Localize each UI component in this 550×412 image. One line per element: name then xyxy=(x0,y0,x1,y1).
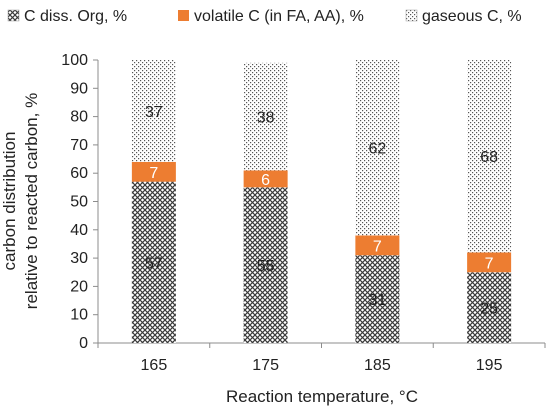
bar-stack: 25 7 68 xyxy=(467,60,512,343)
data-label: 68 xyxy=(480,149,498,166)
x-tick-label: 195 xyxy=(476,357,503,374)
data-label: 25 xyxy=(480,301,498,318)
bar-segment xyxy=(355,60,400,236)
legend-label: C diss. Org, % xyxy=(24,8,127,25)
bar-stack: 55 6 38 xyxy=(243,62,288,343)
y-tick-label: 40 xyxy=(70,222,88,239)
y-axis: 0 10 20 30 40 50 60 70 80 90 100 xyxy=(61,52,99,352)
y-tick-label: 70 xyxy=(70,137,88,154)
bar-segment xyxy=(131,181,176,343)
data-label: 38 xyxy=(257,110,275,127)
y-tick-label: 80 xyxy=(70,109,88,126)
data-label: 62 xyxy=(368,141,386,158)
bar-segment xyxy=(355,255,400,343)
x-tick-label: 165 xyxy=(141,357,168,374)
x-tick-label: 185 xyxy=(364,357,391,374)
y-tick-label: 0 xyxy=(79,335,88,352)
y-tick-label: 100 xyxy=(61,52,88,69)
x-axis: 165 175 185 195 xyxy=(97,342,546,374)
data-label: 31 xyxy=(368,292,386,309)
y-tick-label: 60 xyxy=(70,165,88,182)
data-label: 6 xyxy=(261,172,270,189)
y-tick-label: 50 xyxy=(70,194,88,211)
bars: 57 7 37 55 6 38 31 7 62 25 7 68 xyxy=(131,60,512,343)
x-axis-title: Reaction temperature, °C xyxy=(226,387,418,406)
bar-segment xyxy=(243,62,288,171)
x-tick-label: 175 xyxy=(252,357,279,374)
legend-swatch xyxy=(7,9,20,22)
y-tick-label: 10 xyxy=(70,307,88,324)
bar-segment xyxy=(467,252,512,273)
y-axis-title-line-2: relative to reacted carbon, % xyxy=(22,93,41,309)
legend: C diss. Org, % volatile C (in FA, AA), % g… xyxy=(7,8,522,25)
bar-segment xyxy=(131,60,176,162)
data-label: 57 xyxy=(145,255,163,272)
bar-segment xyxy=(131,161,176,182)
bar-segment xyxy=(355,235,400,256)
data-label: 7 xyxy=(485,255,494,272)
legend-label: gaseous C, % xyxy=(422,8,522,25)
y-tick-label: 20 xyxy=(70,278,88,295)
bar-stack: 57 7 37 xyxy=(131,60,176,343)
data-label: 7 xyxy=(149,165,158,182)
legend-label: volatile C (in FA, AA), % xyxy=(194,8,364,25)
bar-segment xyxy=(467,60,512,253)
bar-segment xyxy=(243,187,288,343)
data-label: 37 xyxy=(145,104,163,121)
bar-stack: 31 7 62 xyxy=(355,60,400,343)
data-label: 7 xyxy=(373,238,382,255)
bar-segment xyxy=(243,170,288,188)
bar-segment xyxy=(467,272,512,343)
legend-swatch xyxy=(405,9,418,22)
y-axis-title-line-1: carbon distribution xyxy=(0,132,19,271)
legend-swatch xyxy=(178,10,189,21)
y-tick-label: 30 xyxy=(70,250,88,267)
y-tick-label: 90 xyxy=(70,80,88,97)
data-label: 55 xyxy=(257,258,275,275)
